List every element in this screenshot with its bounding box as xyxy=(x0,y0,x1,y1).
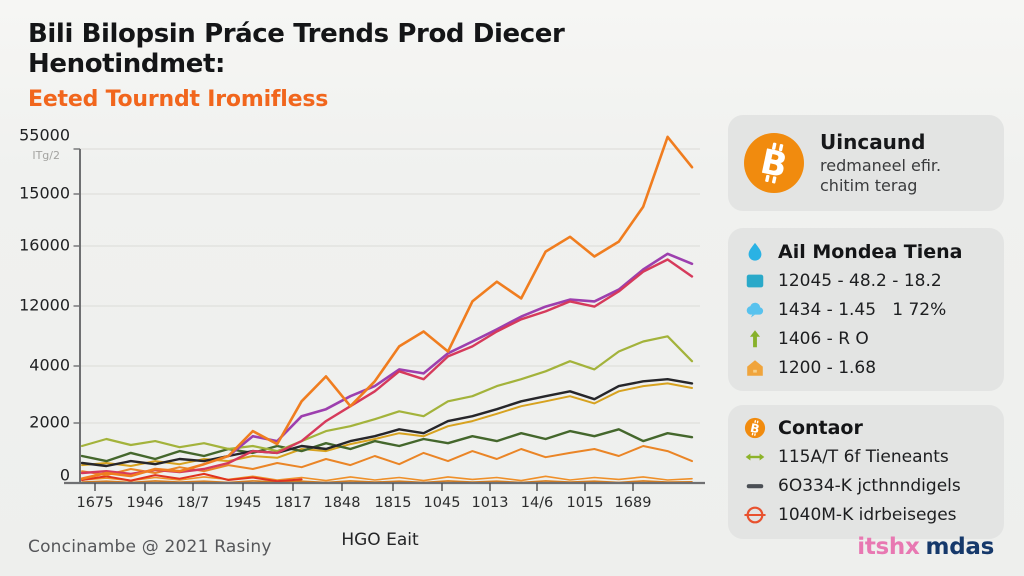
arrow-up-icon xyxy=(744,328,766,350)
bitcoin-small-icon: B xyxy=(744,417,766,439)
svg-text:1675: 1675 xyxy=(77,495,114,511)
svg-text:1689: 1689 xyxy=(615,495,652,511)
contaor-card-header: B Contaor xyxy=(744,417,988,439)
svg-text:4000: 4000 xyxy=(29,356,70,375)
profile-card-text: Uincaund redmaneel efir. chitim terag xyxy=(820,130,941,197)
contaor-row-text: 1040M-K idrbeiseges xyxy=(778,505,957,525)
contaor-card: B Contaor xyxy=(728,405,1004,539)
page-title: Bili Bilopsin Práce Trends Prod Diecer H… xyxy=(28,19,565,79)
x-axis-title: HGO Eait xyxy=(341,530,419,550)
bitcoin-icon: B xyxy=(742,131,806,195)
stats-row: 12045 - 48.2 - 18.2 xyxy=(744,270,988,292)
page-subtitle: Eeted Tourndt Iromifless xyxy=(28,86,329,112)
svg-text:1815: 1815 xyxy=(375,495,412,511)
contaor-row: 115A/T 6f Tieneants xyxy=(744,446,988,468)
sidebar: B Uincaund redmaneel efir. chitim terag xyxy=(728,115,1004,539)
stats-card-header: Ail Mondea Tiena xyxy=(744,241,988,263)
stats-row-text: 1200 - 1.68 xyxy=(778,358,877,378)
svg-text:12000: 12000 xyxy=(19,296,70,315)
svg-text:14/6: 14/6 xyxy=(521,495,554,511)
svg-text:1817: 1817 xyxy=(275,495,312,511)
svg-text:15000: 15000 xyxy=(19,184,70,203)
profile-card-line2: chitim terag xyxy=(820,176,918,195)
svg-text:18/7: 18/7 xyxy=(177,495,210,511)
house-icon xyxy=(744,357,766,379)
header: Bili Bilopsin Práce Trends Prod Diecer H… xyxy=(28,19,728,112)
svg-text:1946: 1946 xyxy=(127,495,164,511)
stats-row-text: 12045 - 48.2 - 18.2 xyxy=(778,271,942,291)
svg-text:1013: 1013 xyxy=(472,495,509,511)
svg-text:55000: 55000 xyxy=(19,126,70,145)
svg-text:1848: 1848 xyxy=(324,495,361,511)
svg-text:B: B xyxy=(749,421,761,437)
contaor-row: 1040M-K idrbeiseges xyxy=(744,504,988,526)
contaor-card-title: Contaor xyxy=(778,417,863,439)
profile-card: B Uincaund redmaneel efir. chitim terag xyxy=(728,115,1004,211)
circle-slash-icon xyxy=(744,504,766,526)
double-arrow-icon xyxy=(744,446,766,468)
price-chart: 55000 15000 16000 12000 4000 2000 0 ITg/2 1675 19… xyxy=(19,126,705,511)
dash-icon xyxy=(744,475,766,497)
contaor-row-text: 115A/T 6f Tieneants xyxy=(778,447,949,467)
stats-row-text: 1434 - 1.45 1 72% xyxy=(778,300,947,320)
stats-card: Ail Mondea Tiena 12045 - 48.2 - 18.2 143… xyxy=(728,228,1004,391)
contaor-row-text: 6O334-K jcthnndigels xyxy=(778,476,961,496)
contaor-row: 6O334-K jcthnndigels xyxy=(744,475,988,497)
svg-text:16000: 16000 xyxy=(19,236,70,255)
svg-text:2000: 2000 xyxy=(29,413,70,432)
cloud-icon xyxy=(744,299,766,321)
stats-row: 1406 - R O xyxy=(744,328,988,350)
svg-text:1945: 1945 xyxy=(225,495,262,511)
water-drop-icon xyxy=(744,241,766,263)
profile-card-title: Uincaund xyxy=(820,129,926,154)
stats-card-title: Ail Mondea Tiena xyxy=(778,241,963,263)
svg-text:0: 0 xyxy=(60,466,70,485)
brand-logo-navy: mdas xyxy=(925,534,995,560)
attribution-text: Concinambe @ 2021 Rasiny xyxy=(28,537,272,557)
brand-logo: itshx mdas xyxy=(857,534,994,560)
svg-text:ITg/2: ITg/2 xyxy=(32,149,60,162)
stats-row: 1434 - 1.45 1 72% xyxy=(744,299,988,321)
stats-row-text: 1406 - R O xyxy=(778,329,869,349)
profile-card-line1: redmaneel efir. xyxy=(820,155,942,175)
brand-logo-pink: itshx xyxy=(857,534,920,560)
svg-text:1015: 1015 xyxy=(567,495,604,511)
teal-square-icon xyxy=(744,270,766,292)
svg-text:1045: 1045 xyxy=(424,495,461,511)
stats-row: 1200 - 1.68 xyxy=(744,357,988,379)
